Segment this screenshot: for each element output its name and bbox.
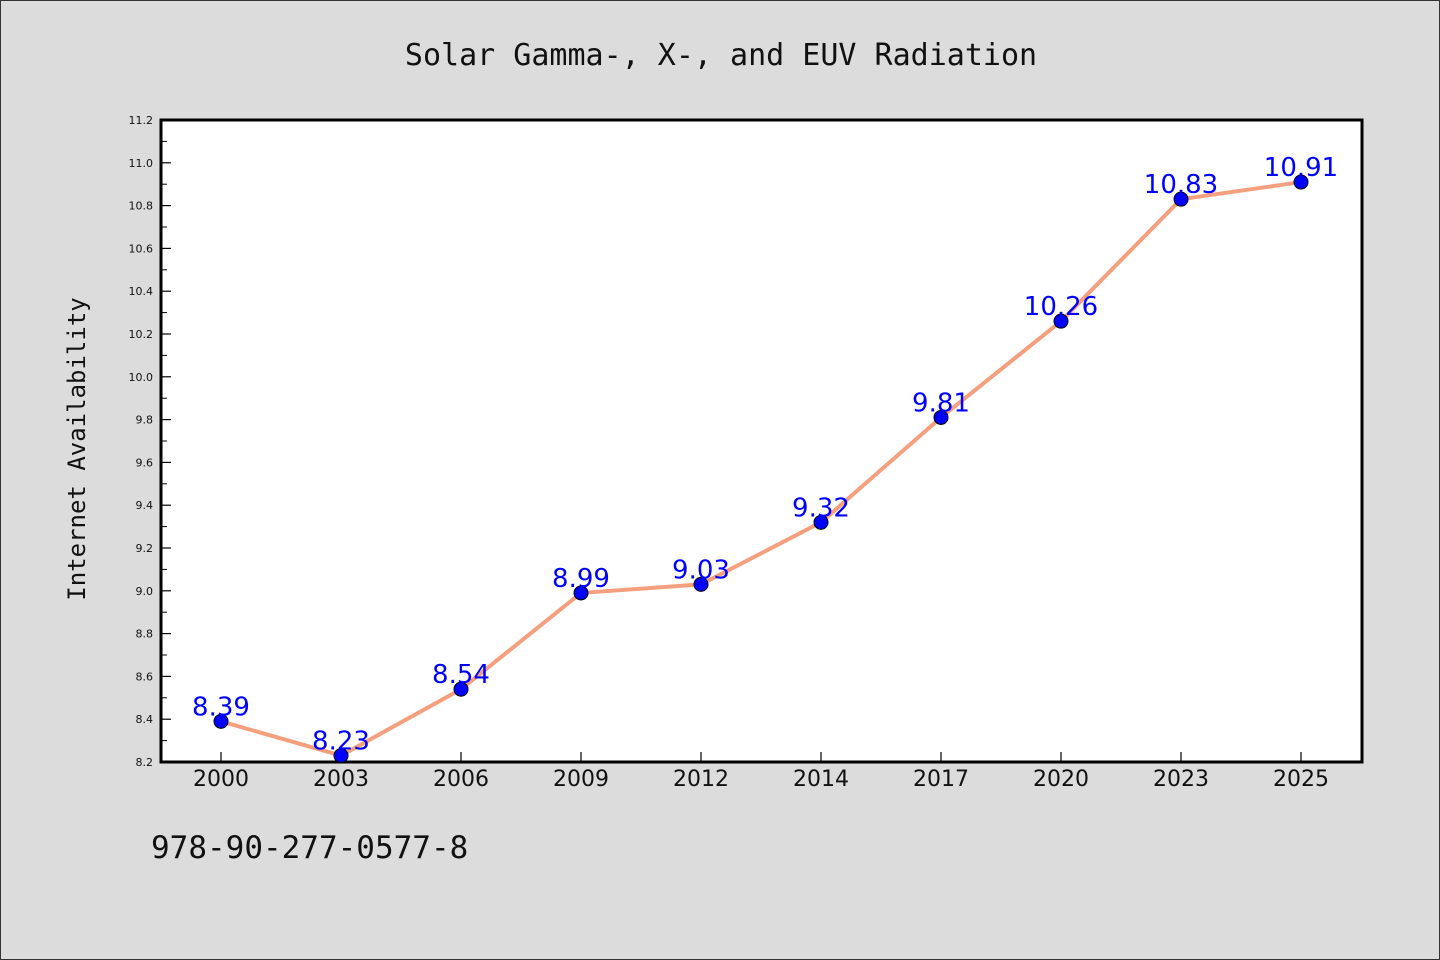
y-tick-label: 8.4 (136, 713, 154, 726)
data-point-marker (1053, 313, 1069, 329)
plot-area (159, 118, 1364, 764)
data-label: 8.54 (432, 660, 490, 690)
y-tick-label: 8.6 (136, 670, 154, 683)
y-tick-label: 9.2 (136, 542, 154, 555)
markers-group (213, 174, 1309, 764)
y-tick-label: 8.2 (136, 756, 154, 769)
y-tick-label: 10.2 (129, 328, 154, 341)
x-tick-label: 2006 (433, 767, 489, 792)
data-point-marker (333, 748, 349, 764)
data-point-marker (213, 713, 229, 729)
data-point-marker (813, 514, 829, 530)
x-tick-label: 2014 (793, 767, 849, 792)
x-tick-label: 2025 (1273, 767, 1329, 792)
y-tick-label: 10.4 (129, 285, 154, 298)
data-labels-group: 8.39 8.23 8.54 8.99 9.03 9.32 9.81 10.26 10.83 10… (192, 153, 1338, 757)
y-tick-label: 9.8 (136, 414, 154, 427)
x-tick-label: 2000 (193, 767, 249, 792)
data-label: 8.23 (312, 727, 370, 757)
data-label: 9.03 (672, 555, 730, 585)
y-tick-label: 9.6 (136, 456, 154, 469)
data-label: 8.99 (552, 564, 610, 594)
series-line-group (219, 180, 1303, 758)
y-tick-label: 10.0 (129, 371, 154, 384)
y-tick-label: 11.0 (129, 157, 154, 170)
x-tick-label: 2020 (1033, 767, 1089, 792)
y-axis: 8.2 8.4 8.6 8.8 9.0 9.2 9.4 9.6 9.8 10.0 10.2 10.4 1… (129, 114, 171, 769)
y-tick-label: 11.2 (129, 114, 154, 127)
data-label: 10.91 (1264, 153, 1338, 183)
data-label: 9.81 (912, 388, 970, 418)
x-tick-label: 2023 (1153, 767, 1209, 792)
data-label: 10.83 (1144, 170, 1218, 200)
x-axis: 2000 2003 2006 2009 2012 2014 2017 2020 2023 2025 (193, 752, 1329, 792)
data-label: 9.32 (792, 493, 850, 523)
x-tick-label: 2017 (913, 767, 969, 792)
data-point-marker (933, 409, 949, 425)
data-point-marker (693, 576, 709, 592)
data-point-marker (1173, 191, 1189, 207)
data-label: 10.26 (1024, 292, 1098, 322)
y-tick-label: 9.4 (136, 499, 154, 512)
y-tick-label: 8.8 (136, 628, 154, 641)
x-tick-label: 2012 (673, 767, 729, 792)
x-tick-label: 2003 (313, 767, 369, 792)
y-tick-label: 10.8 (129, 200, 154, 213)
data-point-marker (1293, 174, 1309, 190)
series-line (219, 180, 1303, 758)
chart-title: Solar Gamma-, X-, and EUV Radiation (405, 38, 1037, 73)
x-tick-label: 2009 (553, 767, 609, 792)
data-point-marker (573, 585, 589, 601)
data-point-marker (453, 681, 469, 697)
data-label: 8.39 (192, 692, 250, 722)
footnote-isbn: 978-90-277-0577-8 (151, 830, 469, 866)
y-axis-label: Internet Availability (63, 297, 91, 600)
y-tick-label: 10.6 (129, 242, 154, 255)
y-tick-label: 9.0 (136, 585, 154, 598)
